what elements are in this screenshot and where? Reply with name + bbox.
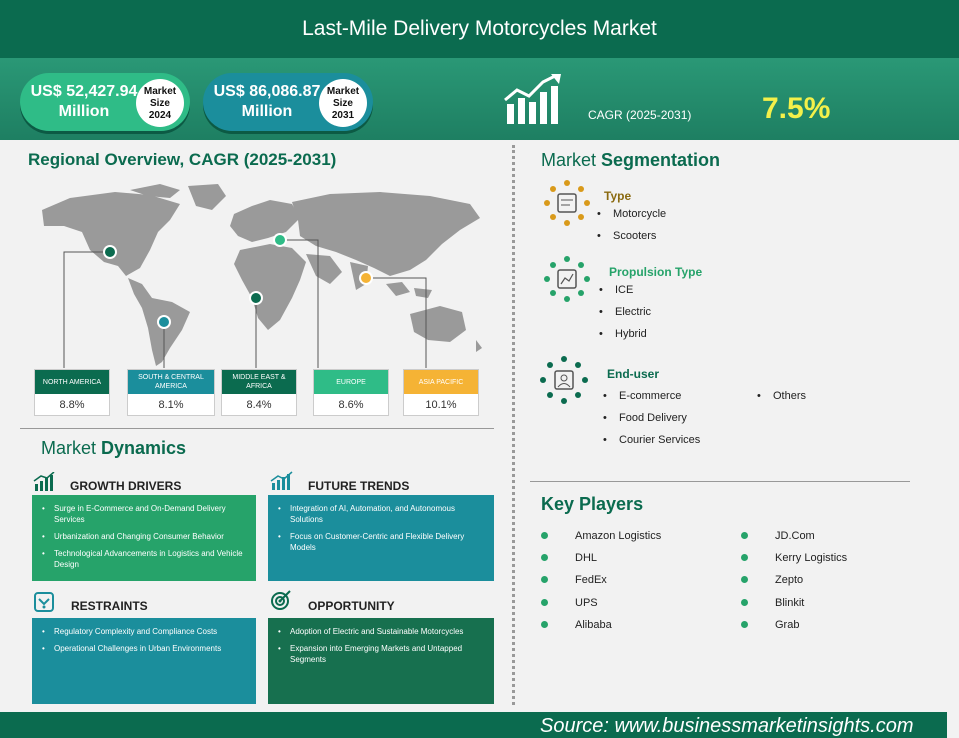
source-text: Source: www.businessmarketinsights.com bbox=[540, 715, 914, 737]
list-item: Operational Challenges in Urban Environm… bbox=[42, 643, 246, 654]
region-europe: EUROPE 8.6% bbox=[313, 369, 389, 416]
key-players-title: Key Players bbox=[541, 494, 644, 514]
list-item: Scooters bbox=[597, 230, 656, 242]
region-cagr: 8.1% bbox=[158, 399, 184, 411]
restraints-icon bbox=[34, 592, 54, 612]
market-size-2024-pill: US$ 52,427.94 Million Market Size 2024 bbox=[20, 73, 190, 131]
restraints-box: Regulatory Complexity and Compliance Cos… bbox=[32, 618, 256, 704]
market-size-2031-value: US$ 86,086.87 Million bbox=[213, 83, 321, 120]
list-item: Regulatory Complexity and Compliance Cos… bbox=[42, 626, 246, 637]
world-map bbox=[42, 184, 482, 368]
segment-end-user-heading: End-user bbox=[607, 367, 660, 381]
cagr-value: 7.5% bbox=[762, 92, 831, 125]
list-item: Electric bbox=[599, 306, 651, 318]
opportunity-icon bbox=[271, 590, 291, 610]
region-south-central-america: SOUTH & CENTRAL AMERICA 8.1% bbox=[127, 369, 215, 416]
region-cagr: 8.6% bbox=[338, 399, 364, 411]
bullet-dot bbox=[541, 554, 548, 561]
region-name: ASIA PACIFIC bbox=[404, 370, 478, 394]
bullet-dot bbox=[741, 576, 748, 583]
list-item: Focus on Customer-Centric and Flexible D… bbox=[278, 531, 484, 553]
key-player: Zepto bbox=[775, 574, 804, 586]
bullet-dot bbox=[541, 621, 548, 628]
key-player: Grab bbox=[775, 619, 800, 631]
growth-drivers-heading: GROWTH DRIVERS bbox=[70, 479, 182, 493]
bullet-dot bbox=[741, 554, 748, 561]
key-player: DHL bbox=[575, 552, 598, 564]
bullet-dot bbox=[741, 532, 748, 539]
growth-chart-icon bbox=[504, 74, 561, 124]
bullet-dot bbox=[741, 621, 748, 628]
region-name: NORTH AMERICA bbox=[35, 370, 109, 394]
future-trends-icon bbox=[270, 471, 293, 490]
list-item: Integration of AI, Automation, and Auton… bbox=[278, 503, 484, 525]
bullet-dot bbox=[541, 532, 548, 539]
region-name: EUROPE bbox=[314, 370, 388, 394]
future-trends-heading: FUTURE TRENDS bbox=[308, 479, 410, 493]
list-item: Hybrid bbox=[599, 328, 647, 340]
key-player: Kerry Logistics bbox=[775, 552, 848, 564]
growth-drivers-box: Surge in E-Commerce and On-Demand Delive… bbox=[32, 495, 256, 581]
list-item: Others bbox=[757, 390, 806, 402]
vertical-divider bbox=[512, 145, 515, 705]
opportunity-heading: OPPORTUNITY bbox=[308, 599, 395, 613]
market-size-2024-value: US$ 52,427.94 Million bbox=[30, 83, 138, 120]
list-item: Food Delivery bbox=[603, 412, 687, 424]
market-size-2031-pill: US$ 86,086.87 Million Market Size 2031 bbox=[203, 73, 373, 131]
region-name: SOUTH & CENTRAL AMERICA bbox=[128, 370, 214, 394]
region-cagr: 8.8% bbox=[59, 399, 85, 411]
key-player: Amazon Logistics bbox=[575, 530, 662, 542]
list-item: Courier Services bbox=[603, 434, 700, 446]
footer-bar bbox=[0, 712, 947, 738]
cagr-label: CAGR (2025-2031) bbox=[588, 108, 692, 122]
bullet-dot bbox=[741, 599, 748, 606]
market-size-2031-badge: Market Size 2031 bbox=[319, 79, 367, 127]
opportunity-box: Adoption of Electric and Sustainable Mot… bbox=[268, 618, 494, 704]
region-cagr: 8.4% bbox=[246, 399, 272, 411]
type-icon bbox=[544, 180, 590, 226]
region-cagr: 10.1% bbox=[425, 399, 457, 411]
list-item: Motorcycle bbox=[597, 208, 666, 220]
key-player: Blinkit bbox=[775, 597, 805, 609]
divider bbox=[530, 481, 910, 482]
list-item: E-commerce bbox=[603, 390, 681, 402]
segment-propulsion-heading: Propulsion Type bbox=[609, 265, 703, 279]
future-trends-box: Integration of AI, Automation, and Auton… bbox=[268, 495, 494, 581]
region-name: MIDDLE EAST & AFRICA bbox=[222, 370, 296, 394]
key-player: UPS bbox=[575, 597, 598, 609]
end-user-icon bbox=[540, 356, 588, 404]
list-item: Expansion into Emerging Markets and Unta… bbox=[278, 643, 484, 665]
bullet-dot bbox=[541, 599, 548, 606]
segment-type-heading: Type bbox=[604, 189, 632, 203]
list-item: Adoption of Electric and Sustainable Mot… bbox=[278, 626, 484, 637]
market-size-2024-badge: Market Size 2024 bbox=[136, 79, 184, 127]
bullet-dot bbox=[541, 576, 548, 583]
regional-overview-title: Regional Overview, CAGR (2025-2031) bbox=[28, 150, 337, 169]
propulsion-type-icon bbox=[544, 256, 590, 302]
divider bbox=[20, 428, 494, 429]
key-player: FedEx bbox=[575, 574, 607, 586]
list-item: ICE bbox=[599, 284, 633, 296]
region-north-america: NORTH AMERICA 8.8% bbox=[34, 369, 110, 416]
key-player: Alibaba bbox=[575, 619, 612, 631]
market-segmentation-title: Market Segmentation bbox=[541, 150, 721, 170]
market-dynamics-title: Market Dynamics bbox=[41, 438, 187, 458]
list-item: Urbanization and Changing Consumer Behav… bbox=[42, 531, 246, 542]
region-middle-east-africa: MIDDLE EAST & AFRICA 8.4% bbox=[221, 369, 297, 416]
key-player: JD.Com bbox=[775, 530, 815, 542]
restraints-heading: RESTRAINTS bbox=[71, 599, 148, 613]
growth-drivers-icon bbox=[33, 472, 55, 491]
page-title: Last-Mile Delivery Motorcycles Market bbox=[0, 0, 959, 58]
list-item: Surge in E-Commerce and On-Demand Delive… bbox=[42, 503, 246, 525]
list-item: Technological Advancements in Logistics … bbox=[42, 548, 246, 570]
region-asia-pacific: ASIA PACIFIC 10.1% bbox=[403, 369, 479, 416]
